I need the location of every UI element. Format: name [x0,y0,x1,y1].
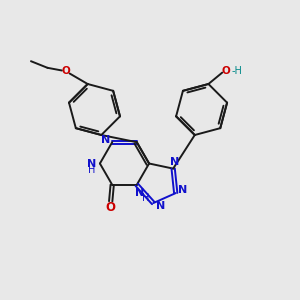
Text: O: O [62,66,70,76]
Text: H: H [142,193,149,203]
Text: N: N [156,201,165,211]
Text: N: N [101,135,110,145]
Text: N: N [87,159,96,169]
Text: O: O [106,201,116,214]
Text: H: H [88,165,95,175]
Text: N: N [135,188,144,198]
Text: -H: -H [232,66,243,76]
Text: N: N [178,185,188,195]
Text: N: N [170,157,179,167]
Text: O: O [221,66,230,76]
